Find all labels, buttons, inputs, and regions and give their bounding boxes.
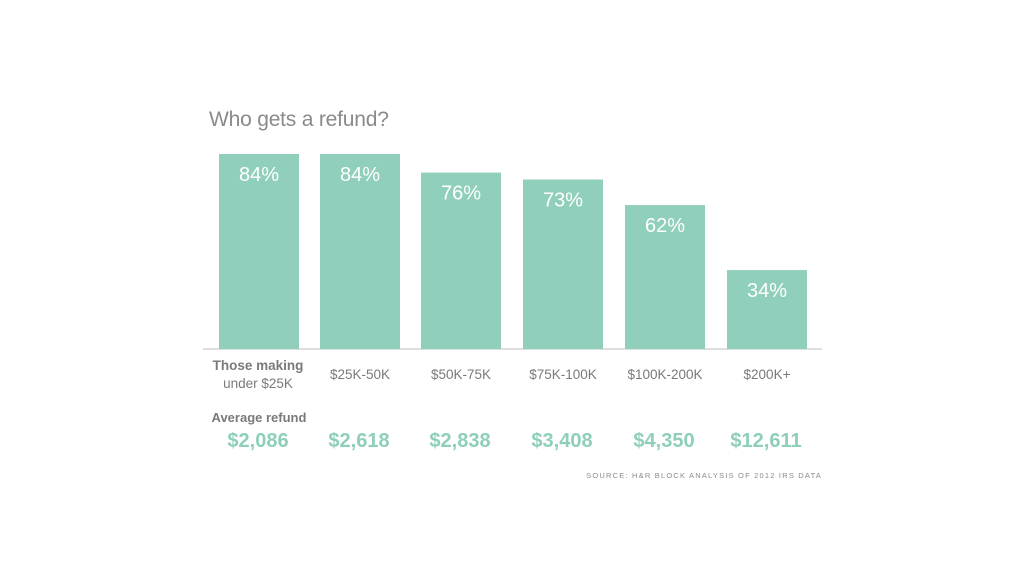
- category-label-2: $50K-75K: [431, 367, 491, 382]
- bar-5: [727, 270, 807, 349]
- average-refund-5: $12,611: [730, 430, 801, 452]
- bar-0: [219, 154, 299, 349]
- category-label-4: $100K-200K: [627, 367, 702, 382]
- category-label-0-0: Those making: [213, 358, 304, 373]
- category-label-1: $25K-50K: [330, 367, 390, 382]
- category-label-0-1: under $25K: [223, 376, 293, 391]
- source-note: SOURCE: H&R BLOCK ANALYSIS OF 2012 IRS D…: [586, 471, 822, 480]
- bar-1: [320, 154, 400, 349]
- chart-title: Who gets a refund?: [209, 108, 389, 131]
- bar-3: [523, 179, 603, 349]
- bar-value-label-3: 73%: [543, 190, 583, 212]
- bar-value-label-0: 84%: [239, 164, 279, 186]
- average-refund-2: $2,838: [429, 430, 490, 452]
- average-refund-heading: Average refund: [212, 410, 307, 425]
- average-refund-3: $3,408: [531, 430, 592, 452]
- bar-value-label-4: 62%: [645, 215, 685, 237]
- category-label-5: $200K+: [744, 367, 791, 382]
- average-refund-1: $2,618: [328, 430, 389, 452]
- bar-2: [421, 172, 501, 349]
- bar-value-label-2: 76%: [441, 183, 481, 205]
- average-refund-4: $4,350: [633, 430, 694, 452]
- bar-4: [625, 205, 705, 349]
- category-label-3: $75K-100K: [529, 367, 597, 382]
- bar-value-label-1: 84%: [340, 164, 380, 186]
- average-refund-0: $2,086: [227, 430, 288, 452]
- bar-value-label-5: 34%: [747, 280, 787, 302]
